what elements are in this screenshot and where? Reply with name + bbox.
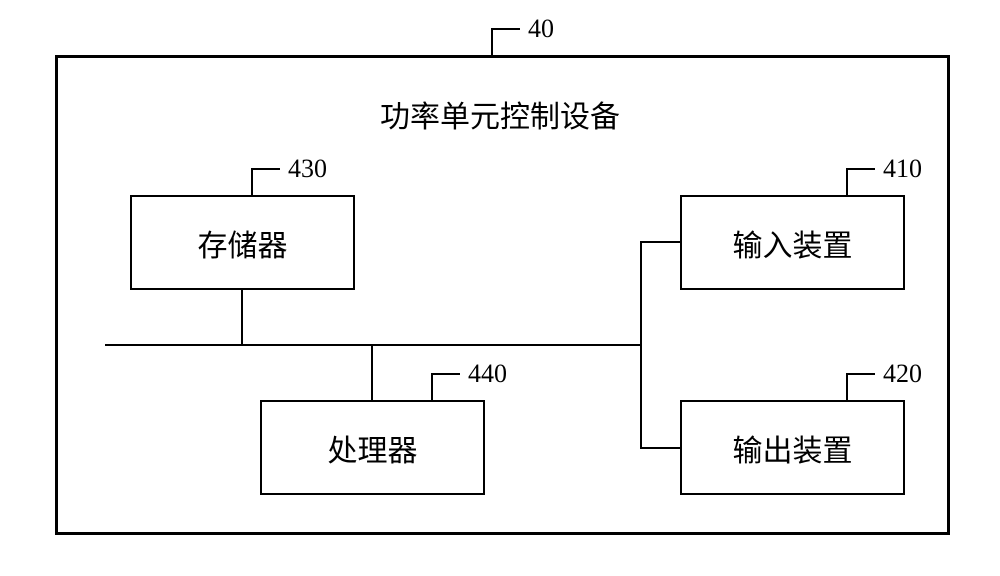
conn-to-output bbox=[640, 447, 680, 449]
node-output-label: 输出装置 bbox=[733, 426, 853, 470]
ref-memory: 430 bbox=[288, 154, 327, 184]
conn-memory-bus bbox=[241, 290, 243, 345]
diagram-title: 功率单元控制设备 bbox=[380, 92, 620, 136]
conn-to-input bbox=[640, 241, 680, 243]
flag-processor bbox=[430, 370, 466, 404]
node-output: 输出装置 bbox=[680, 400, 905, 495]
ref-outer: 40 bbox=[528, 14, 554, 44]
flag-outer bbox=[490, 25, 526, 59]
conn-processor-bus bbox=[371, 345, 373, 400]
bus-line bbox=[105, 344, 642, 346]
diagram-canvas: 40 功率单元控制设备 存储器 430 处理器 440 输入装置 410 输出装… bbox=[0, 0, 1000, 576]
node-input-label: 输入装置 bbox=[733, 221, 853, 265]
node-processor-label: 处理器 bbox=[328, 426, 418, 470]
conn-io-vertical bbox=[640, 242, 642, 448]
ref-output: 420 bbox=[883, 359, 922, 389]
node-processor: 处理器 bbox=[260, 400, 485, 495]
flag-memory bbox=[250, 165, 286, 199]
node-memory: 存储器 bbox=[130, 195, 355, 290]
ref-processor: 440 bbox=[468, 359, 507, 389]
node-input: 输入装置 bbox=[680, 195, 905, 290]
ref-input: 410 bbox=[883, 154, 922, 184]
node-memory-label: 存储器 bbox=[198, 221, 288, 265]
flag-output bbox=[845, 370, 881, 404]
flag-input bbox=[845, 165, 881, 199]
